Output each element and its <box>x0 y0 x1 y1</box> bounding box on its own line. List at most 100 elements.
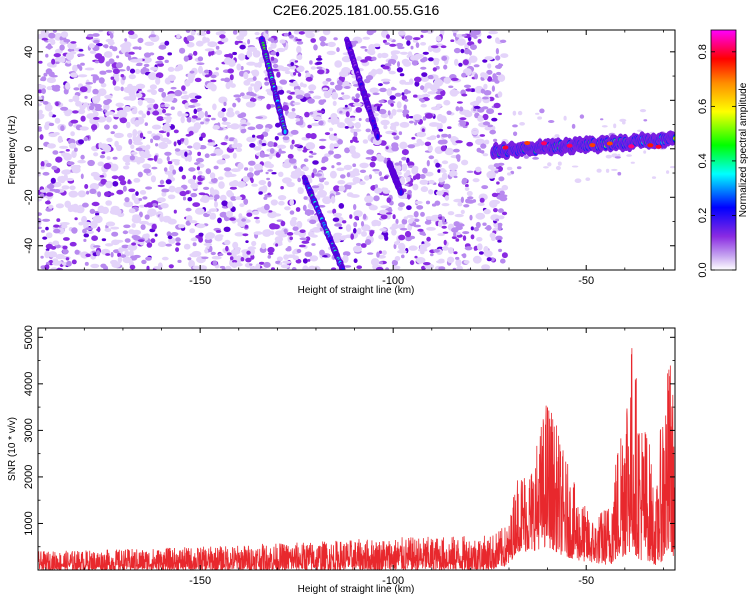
noise-blob <box>185 30 191 33</box>
noise-blob <box>38 109 43 115</box>
noise-blob <box>499 196 508 202</box>
noise-blob <box>70 72 78 78</box>
noise-blob <box>414 81 420 87</box>
noise-blob <box>405 169 411 176</box>
noise-blob <box>38 226 42 230</box>
noise-blob <box>451 30 459 33</box>
noise-blob <box>135 191 139 197</box>
noise-blob <box>271 172 277 175</box>
noise-blob <box>156 158 163 165</box>
noise-blob <box>231 168 241 173</box>
noise-blob <box>243 71 249 80</box>
noise-blob <box>282 162 292 169</box>
noise-blob <box>106 116 112 123</box>
noise-blob <box>303 158 309 162</box>
noise-blob <box>101 151 106 155</box>
noise-blob <box>63 109 74 115</box>
noise-blob <box>112 156 118 160</box>
noise-blob <box>226 252 232 256</box>
noise-blob <box>85 253 91 258</box>
noise-blob <box>60 106 69 111</box>
noise-blob <box>267 181 272 188</box>
noise-blob <box>311 243 316 246</box>
noise-blob <box>158 87 164 93</box>
noise-blob <box>473 64 480 68</box>
noise-blob <box>353 228 357 234</box>
noise-blob <box>243 128 247 133</box>
noise-blob <box>420 211 425 217</box>
noise-blob <box>397 206 403 211</box>
noise-blob <box>221 121 231 125</box>
noise-blob <box>92 215 103 224</box>
noise-blob <box>267 169 274 172</box>
noise-blob <box>299 82 304 88</box>
noise-blob <box>436 190 444 196</box>
noise-blob <box>182 196 187 201</box>
noise-blob <box>501 194 508 198</box>
noise-blob <box>232 259 238 263</box>
snr-y-label: SNR (10 * v/v) <box>7 417 18 481</box>
noise-blob <box>308 265 316 270</box>
noise-blob <box>112 79 117 86</box>
noise-blob <box>243 79 251 86</box>
noise-blob <box>401 149 409 156</box>
noise-blob <box>394 92 402 97</box>
noise-blob <box>104 94 113 99</box>
noise-blob <box>235 196 243 200</box>
noise-blob <box>192 265 200 270</box>
noise-blob <box>491 117 498 122</box>
noise-blob <box>466 170 474 173</box>
noise-blob <box>232 30 238 35</box>
noise-blob <box>274 136 279 141</box>
noise-blob <box>329 143 335 151</box>
noise-blob <box>639 109 647 113</box>
snr-x-axis: -150 -100 -50 <box>45 328 664 587</box>
noise-blob <box>231 143 238 149</box>
noise-blob <box>51 165 58 170</box>
noise-blob <box>215 229 222 233</box>
noise-blob <box>435 35 442 42</box>
noise-blob <box>483 250 493 257</box>
noise-blob <box>191 115 198 119</box>
noise-blob <box>43 72 48 77</box>
noise-blob <box>391 145 399 152</box>
noise-blob <box>122 185 127 192</box>
noise-blob <box>414 200 423 205</box>
noise-blob <box>441 160 449 165</box>
noise-blob <box>139 150 145 158</box>
noise-blob <box>475 166 482 173</box>
noise-blob <box>184 151 188 157</box>
noise-blob <box>316 57 323 61</box>
noise-blob <box>414 255 418 259</box>
noise-blob <box>225 245 229 252</box>
noise-blob <box>62 245 68 250</box>
noise-blob <box>422 233 427 236</box>
noise-blob <box>430 106 441 111</box>
noise-blob <box>314 173 323 177</box>
noise-blob <box>336 162 342 166</box>
noise-blob <box>101 206 109 215</box>
noise-blob <box>482 222 487 226</box>
noise-blob <box>275 260 280 264</box>
noise-blob <box>420 66 427 70</box>
noise-blob <box>157 241 167 248</box>
noise-blob <box>464 109 470 113</box>
colorbar-tick-label: 0.8 <box>697 44 709 59</box>
noise-blob <box>342 255 349 263</box>
noise-blob <box>324 181 330 186</box>
noise-blob <box>186 116 192 123</box>
noise-blob <box>144 122 148 126</box>
carrier-hotspot <box>628 144 635 149</box>
noise-blob <box>251 183 258 187</box>
noise-blob <box>125 161 131 166</box>
noise-blob <box>455 256 460 260</box>
noise-blob <box>53 260 63 265</box>
noise-blob <box>272 68 279 72</box>
noise-blob <box>441 203 450 207</box>
noise-blob <box>412 183 419 191</box>
colorbar: 0.0 0.2 0.4 0.6 0.8 Normalized spectral ampl… <box>697 29 749 278</box>
noise-blob <box>38 113 45 117</box>
noise-blob <box>118 247 125 253</box>
noise-blob <box>227 201 234 209</box>
noise-blob <box>174 89 183 97</box>
